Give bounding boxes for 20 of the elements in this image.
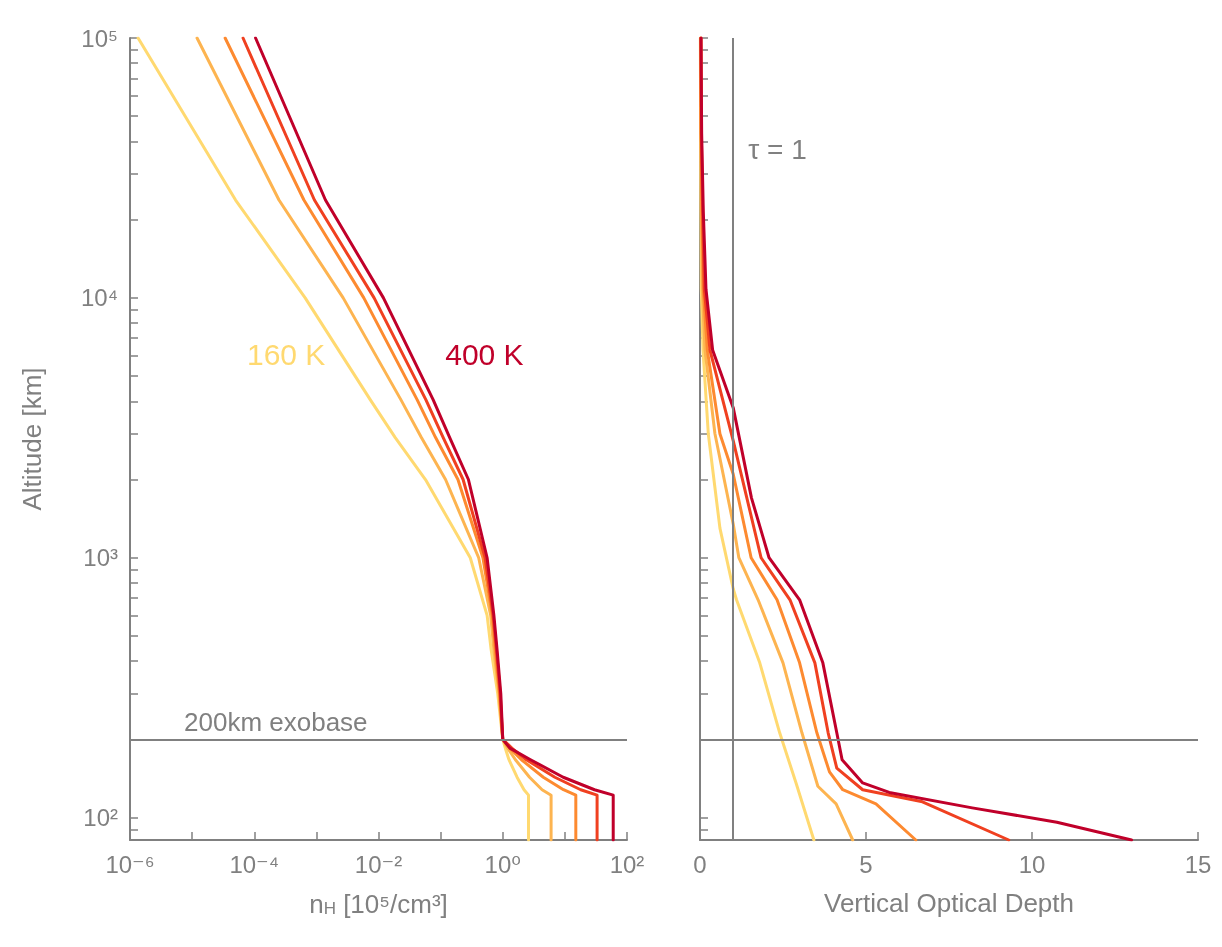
y-tick-label: 10⁴	[80, 284, 118, 312]
x-tick-label: 0	[693, 850, 707, 878]
series-label: 160 K	[246, 338, 326, 372]
x-tick-label: 10⁻⁴	[229, 850, 280, 878]
x-tick-label: 15	[1184, 850, 1212, 878]
x-axis-title: nH [10⁵/cm³]	[309, 888, 448, 919]
ref-line-label: τ = 1	[748, 133, 807, 165]
x-tick-label: 10⁻⁶	[105, 850, 155, 878]
y-tick-label: 10⁵	[81, 24, 118, 52]
y-tick-label: 10³	[83, 544, 119, 572]
series-label: 400 K	[445, 338, 524, 372]
y-tick-label: 10²	[83, 804, 119, 832]
x-tick-label: 5	[859, 850, 873, 878]
x-axis-title: Vertical Optical Depth	[823, 888, 1075, 918]
x-tick-label: 10²	[609, 850, 645, 878]
x-tick-label: 10⁻²	[354, 850, 403, 878]
x-tick-label: 10	[1018, 850, 1046, 878]
y-axis-title: Altitude [km]	[17, 367, 47, 511]
x-tick-label: 10⁰	[484, 850, 521, 878]
ref-line-label: 200km exobase	[184, 707, 368, 738]
